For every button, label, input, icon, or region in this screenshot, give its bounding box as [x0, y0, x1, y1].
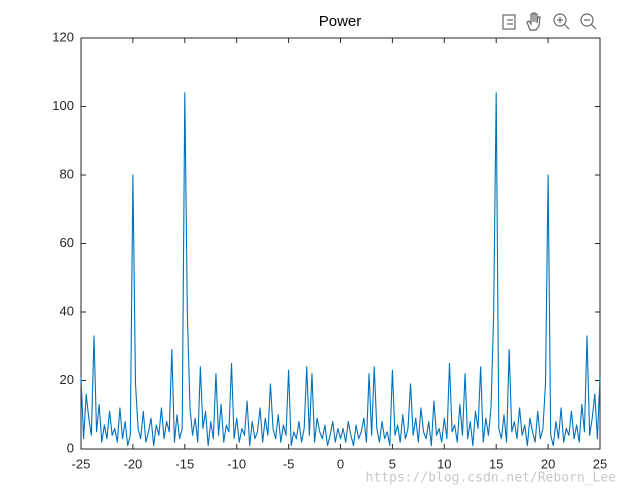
- x-tick-label: -5: [283, 456, 295, 471]
- y-tick-label: 60: [60, 235, 74, 250]
- zoom-out-button[interactable]: [580, 13, 597, 30]
- chart-title: Power: [319, 13, 362, 30]
- x-tick-label: 15: [489, 456, 503, 471]
- x-tick-label: -15: [175, 456, 194, 471]
- watermark: https://blog.csdn.net/Reborn_Lee: [366, 471, 617, 486]
- x-tick-label: -20: [124, 456, 143, 471]
- zoom-in-button[interactable]: [553, 13, 570, 30]
- x-tick-label: 5: [389, 456, 396, 471]
- y-tick-label: 20: [60, 372, 74, 387]
- y-tick-label: 0: [67, 440, 74, 455]
- x-tick-label: 20: [541, 456, 555, 471]
- x-tick-label: -10: [227, 456, 246, 471]
- y-tick-label: 40: [60, 303, 74, 318]
- data-tips-button[interactable]: [502, 14, 516, 30]
- data-line: [80, 92, 601, 447]
- x-tick-label: -25: [72, 456, 91, 471]
- x-tick-label: 25: [593, 456, 607, 471]
- toolbar: [502, 12, 597, 31]
- x-tick-label: 0: [337, 456, 344, 471]
- pan-button[interactable]: [526, 12, 541, 31]
- x-tick-label: 10: [437, 456, 451, 471]
- y-tick-label: 80: [60, 166, 74, 181]
- y-tick-label: 120: [52, 29, 74, 44]
- y-tick-label: 100: [52, 98, 74, 113]
